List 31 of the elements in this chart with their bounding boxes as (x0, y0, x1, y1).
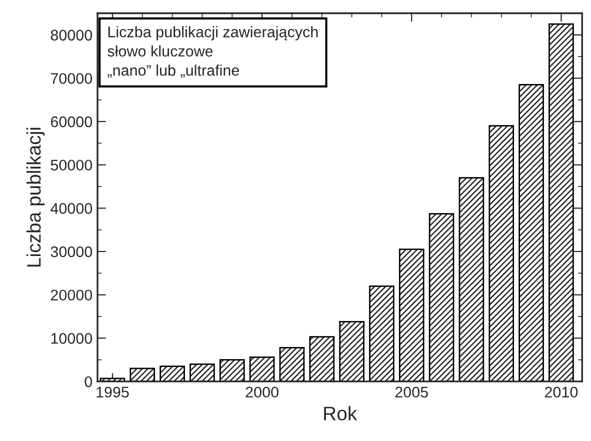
bar (369, 285, 394, 382)
y-tick-label: 50000 (50, 160, 92, 171)
bar (548, 23, 574, 382)
annotation: Liczba publikacji zawierających słowo kluczowe „nano” lub „ultrafine (108, 26, 318, 78)
bar (518, 84, 544, 382)
x-tick-label: 2005 (395, 386, 428, 398)
bar (309, 336, 335, 382)
y-axis-title: Liczba publikacji (26, 128, 45, 267)
x-tick-label: 2010 (544, 386, 578, 398)
x-axis-title: Rok (324, 406, 358, 420)
x-tick-label: 1995 (96, 386, 129, 398)
bar (190, 363, 215, 382)
bar (458, 177, 484, 382)
y-tick-label: 30000 (50, 246, 92, 258)
bar (249, 356, 275, 382)
bar (219, 359, 245, 382)
x-tick-label: 2000 (246, 386, 278, 398)
bar (279, 346, 305, 382)
bar (339, 320, 364, 382)
bar (160, 366, 185, 382)
bar (398, 248, 424, 382)
y-tick-label: 80000 (50, 30, 92, 41)
y-tick-label: 60000 (50, 116, 92, 128)
y-tick-label: 20000 (50, 290, 92, 301)
y-tick-label: 70000 (50, 73, 92, 84)
y-tick-label: 10000 (51, 333, 92, 344)
bar (428, 213, 454, 382)
y-tick-label: 40000 (50, 203, 92, 214)
bar (130, 368, 156, 382)
y-tick-label: 0 (84, 376, 92, 388)
bar (488, 125, 514, 382)
